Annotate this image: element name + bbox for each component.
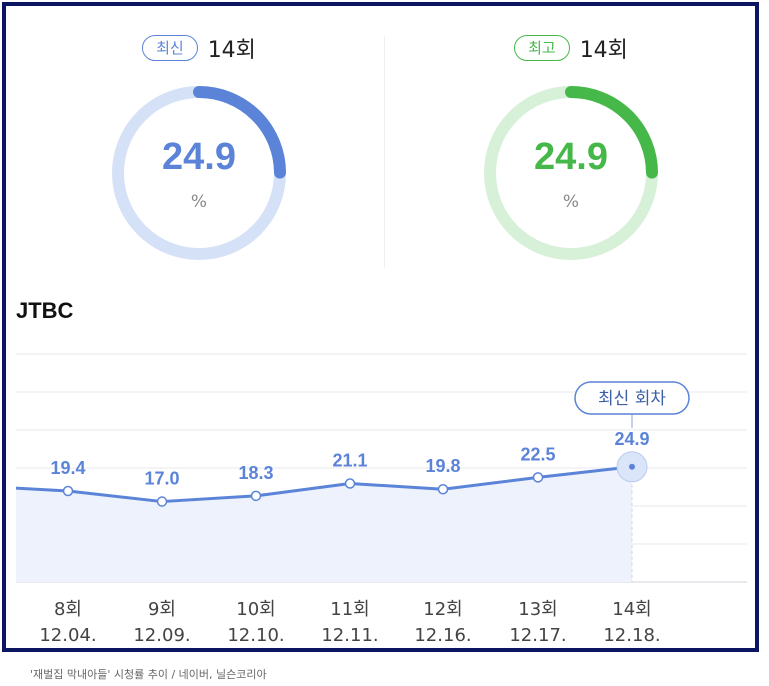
network-title: JTBC bbox=[16, 298, 74, 323]
data-label: 18.3 bbox=[238, 463, 273, 483]
x-tick-date: 12.18. bbox=[603, 625, 660, 646]
highest-gauge-ring bbox=[484, 86, 658, 260]
data-label: 22.5 bbox=[520, 444, 555, 464]
panel-divider bbox=[384, 36, 385, 268]
data-label: 21.1 bbox=[332, 451, 367, 471]
latest-rating-unit: % bbox=[190, 192, 208, 212]
data-point bbox=[250, 490, 262, 502]
x-tick-episode: 13회 bbox=[518, 599, 557, 620]
latest-rating-gauge: 24.9 % bbox=[106, 80, 292, 266]
data-label: 17.0 bbox=[144, 469, 179, 489]
latest-rating-panel: 최신 14회 24.9 % bbox=[14, 6, 384, 266]
highest-rating-value: 24.9 bbox=[534, 136, 608, 178]
highest-gauge-arc bbox=[484, 86, 658, 260]
latest-episode-badge-label: 최신 회차 bbox=[598, 389, 666, 409]
data-label: 24.9 bbox=[614, 429, 649, 449]
latest-episode-badge bbox=[574, 381, 690, 415]
highest-rating-gauge: 24.9 % bbox=[478, 80, 664, 266]
highest-episode: 14회 bbox=[579, 38, 628, 63]
data-label: 19.4 bbox=[50, 458, 85, 478]
data-point bbox=[532, 472, 544, 483]
x-tick-date: 12.16. bbox=[414, 625, 471, 646]
ratings-card: 최신 14회 24.9 % 최고 14회 24.9 % JTBC 19.4 8회 bbox=[2, 2, 759, 652]
data-point bbox=[156, 496, 168, 507]
latest-gauge-arc bbox=[112, 86, 286, 260]
series-line bbox=[15, 465, 633, 504]
data-point bbox=[62, 485, 74, 497]
highest-rating-unit: % bbox=[562, 192, 580, 212]
highest-rating-panel: 최고 14회 24.9 % bbox=[386, 6, 756, 266]
x-tick-episode: 10회 bbox=[236, 599, 275, 620]
x-tick-episode: 14회 bbox=[612, 599, 651, 620]
latest-rating-value: 24.9 bbox=[162, 136, 236, 178]
x-tick-episode: 8회 bbox=[54, 599, 82, 620]
ratings-line-chart: 19.4 8회 12.04. 17.0 9회 12.09. 18.3 10회 12.10. 21.… bbox=[15, 353, 747, 646]
data-point bbox=[344, 478, 356, 489]
x-tick-date: 12.04. bbox=[39, 625, 96, 646]
data-point bbox=[437, 483, 449, 495]
x-tick-episode: 11회 bbox=[330, 599, 369, 620]
series-area bbox=[16, 466, 632, 582]
chart-caption: '재벌집 막내아들' 시청률 추이 / 네이버, 닐슨코리아 bbox=[30, 668, 267, 681]
x-tick-date: 12.10. bbox=[227, 625, 284, 646]
data-label: 19.8 bbox=[425, 456, 460, 476]
x-tick-episode: 9회 bbox=[148, 599, 176, 620]
x-tick-date: 12.17. bbox=[509, 625, 566, 646]
x-tick-date: 12.09. bbox=[133, 625, 190, 646]
latest-badge: 최신 bbox=[142, 35, 198, 61]
x-tick-episode: 12회 bbox=[423, 599, 462, 620]
data-point-latest bbox=[629, 463, 635, 470]
highest-badge: 최고 bbox=[514, 35, 570, 61]
latest-episode: 14회 bbox=[207, 38, 256, 63]
latest-gauge-ring bbox=[112, 86, 286, 260]
x-tick-date: 12.11. bbox=[321, 625, 378, 646]
